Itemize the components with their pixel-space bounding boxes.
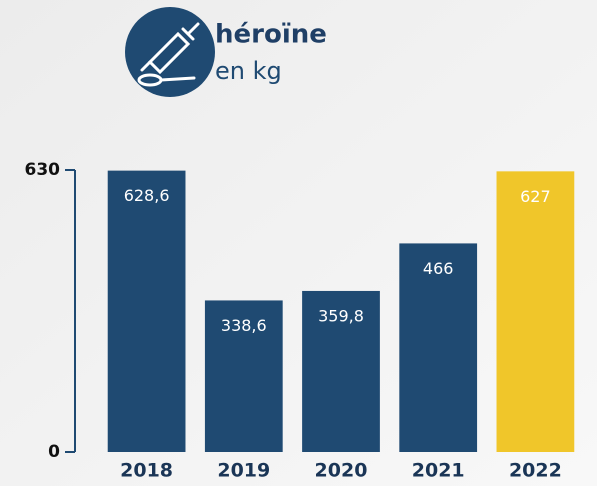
x-tick-label: 2019 bbox=[217, 460, 270, 482]
value-label: 359,8 bbox=[318, 306, 364, 325]
icon bbox=[125, 7, 215, 97]
value-label: 627 bbox=[520, 187, 551, 206]
x-tick-label: 2020 bbox=[315, 460, 368, 482]
bar bbox=[107, 170, 186, 453]
x-tick-label: 2021 bbox=[412, 460, 465, 482]
bar bbox=[399, 243, 478, 452]
value-label: 338,6 bbox=[221, 316, 267, 335]
value-label: 628,6 bbox=[124, 186, 170, 205]
x-tick-label: 2018 bbox=[120, 460, 173, 482]
bar bbox=[496, 171, 575, 453]
chart-title: héroïne bbox=[215, 20, 327, 50]
chart-subtitle: en kg bbox=[215, 57, 282, 85]
y-tick-label: 630 bbox=[25, 160, 61, 180]
value-label: 466 bbox=[423, 259, 454, 278]
y-tick-label: 0 bbox=[48, 442, 60, 462]
x-tick-label: 2022 bbox=[509, 460, 562, 482]
bar bbox=[302, 290, 380, 452]
bar bbox=[204, 300, 283, 452]
